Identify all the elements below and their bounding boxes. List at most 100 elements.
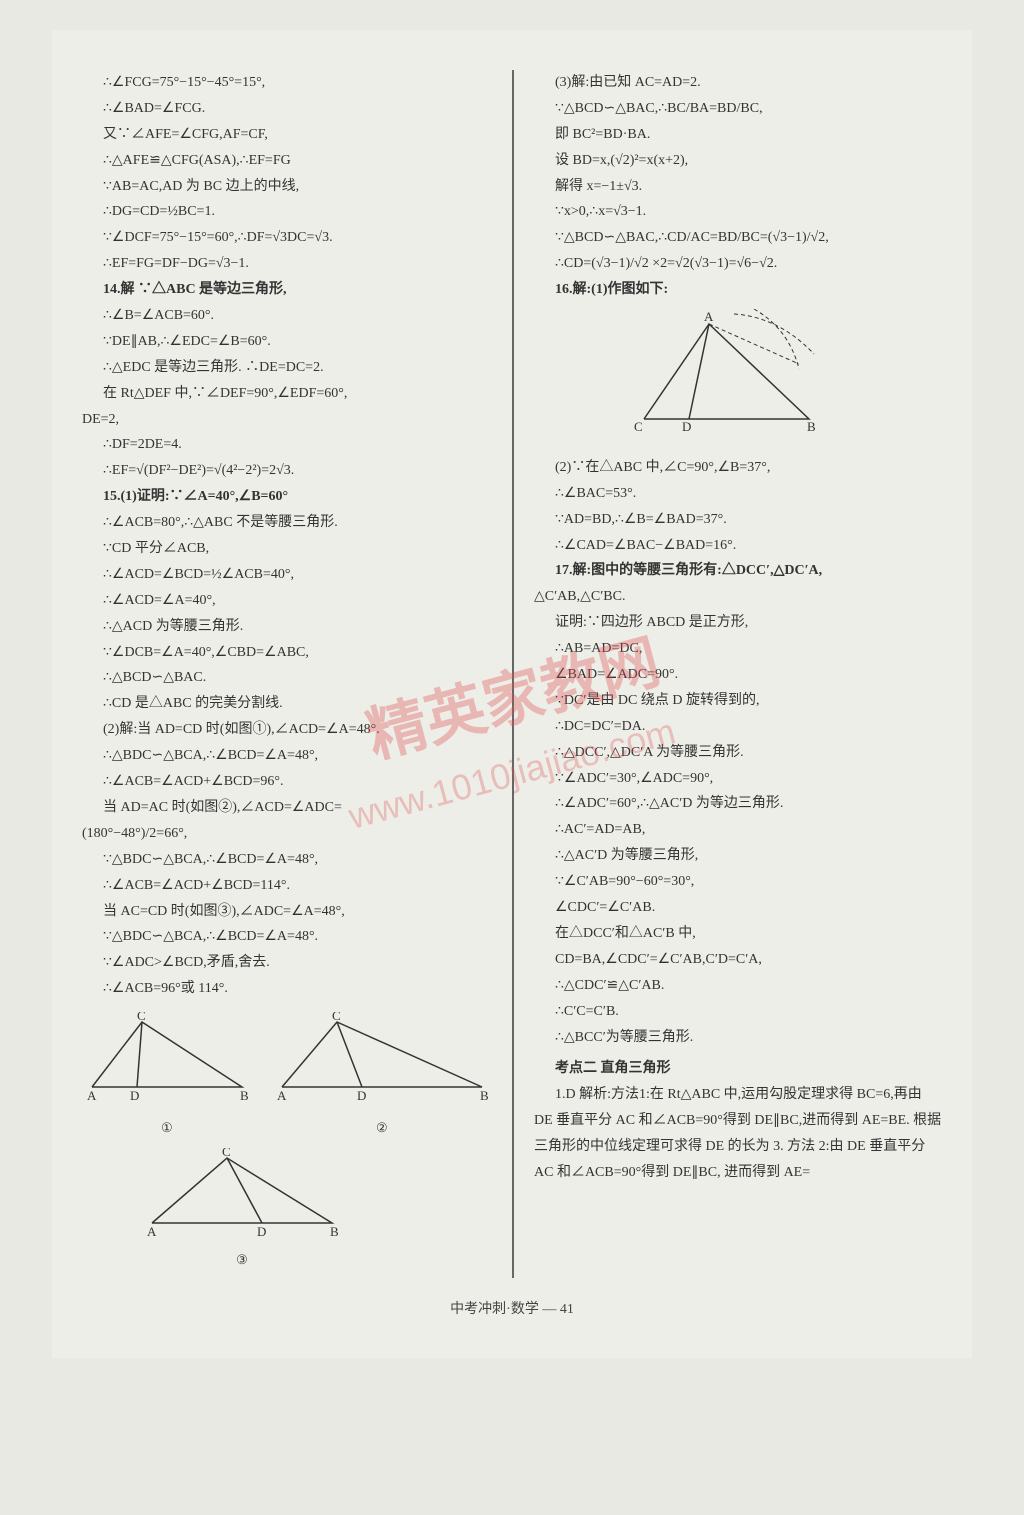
text-line: 在 Rt△DEF 中,∵∠DEF=90°,∠EDF=60°, [82,381,492,407]
text-line: ∵△BCD∽△BAC,∴BC/BA=BD/BC, [534,96,942,122]
text-line: ∴C′C=C′B. [534,999,942,1025]
page-footer: 中考冲刺·数学 — 41 [82,1298,942,1318]
text-line: ∵AB=AC,AD 为 BC 边上的中线, [82,174,492,200]
text-line: ∵△BDC∽△BCA,∴∠BCD=∠A=48°. [82,924,492,950]
text-line: 当 AD=AC 时(如图②),∠ACD=∠ADC= [82,795,492,821]
text-line: ∴∠ACB=80°,∴△ABC 不是等腰三角形. [82,510,492,536]
text-line: ∵AD=BD,∴∠B=∠BAD=37°. [534,507,942,533]
text-line: ∴△AC′D 为等腰三角形, [534,843,942,869]
left-column: ∴∠FCG=75°−15°−45°=15°, ∴∠BAD=∠FCG. 又∵∠AF… [82,70,492,1278]
vertex-label: C [634,419,643,434]
text-line: ∴∠FCG=75°−15°−45°=15°, [82,70,492,96]
text-line: ∴∠ACD=∠A=40°, [82,588,492,614]
text-line: ∴△CDC′≌△C′AB. [534,973,942,999]
two-column-layout: ∴∠FCG=75°−15°−45°=15°, ∴∠BAD=∠FCG. 又∵∠AF… [82,70,942,1278]
text-line: ∴DF=2DE=4. [82,432,492,458]
text-line: ∴∠B=∠ACB=60°. [82,303,492,329]
text-line: ∴△ACD 为等腰三角形. [82,614,492,640]
construction-figure: C D B A [614,309,942,449]
text-line: ∴AC′=AD=AB, [534,817,942,843]
triangle-diagram-icon: A D B C [82,1012,252,1102]
column-divider [512,70,514,1278]
text-line: ∴DG=CD=½BC=1. [82,199,492,225]
text-line: CD=BA,∠CDC′=∠C′AB,C′D=C′A, [534,947,942,973]
vertex-label: A [147,1224,157,1238]
text-line: ∵DE∥AB,∴∠EDC=∠B=60°. [82,329,492,355]
text-line: ∴△BCD∽△BAC. [82,665,492,691]
text-line: ∴∠ACB=∠ACD+∠BCD=96°. [82,769,492,795]
text-line: (2)∵在△ABC 中,∠C=90°,∠B=37°, [534,455,942,481]
vertex-label: C [332,1012,341,1023]
right-column: (3)解:由已知 AC=AD=2. ∵△BCD∽△BAC,∴BC/BA=BD/B… [534,70,942,1278]
figure-label: ② [272,1116,492,1140]
text-line: ∠BAD=∠ADC=90°. [534,662,942,688]
vertex-label: D [257,1224,266,1238]
text-line: ∴EF=√(DF²−DE²)=√(4²−2²)=2√3. [82,458,492,484]
page: 精英家教网 www.1010jiajiao.com ∴∠FCG=75°−15°−… [52,30,972,1358]
figure-label: ① [82,1116,252,1140]
text-line: 1.D 解析:方法1:在 Rt△ABC 中,运用勾股定理求得 BC=6,再由 D… [534,1082,942,1186]
text-line: 设 BD=x,(√2)²=x(x+2), [534,148,942,174]
text-line: DE=2, [82,407,492,433]
figure-2: A D B C [272,1012,492,1112]
text-line: ∴∠ACB=∠ACD+∠BCD=114°. [82,873,492,899]
text-line: 当 AC=CD 时(如图③),∠ADC=∠A=48°, [82,899,492,925]
vertex-label: B [240,1088,249,1102]
figure-1: A D B C [82,1012,252,1112]
text-line: ∵CD 平分∠ACB, [82,536,492,562]
figure-labels-row: ① ② [82,1116,492,1140]
text-line: ∴CD=(√3−1)/√2 ×2=√2(√3−1)=√6−√2. [534,251,942,277]
vertex-label: A [87,1088,97,1102]
text-line: 解得 x=−1±√3. [534,174,942,200]
text-line: ∴∠ACD=∠BCD=½∠ACB=40°, [82,562,492,588]
problem-heading: 14.解 ∵△ABC 是等边三角形, [82,277,492,303]
text-line: ∴DC=DC′=DA. [534,714,942,740]
triangle-diagram-icon: A D B C [272,1012,492,1102]
vertex-label: C [222,1148,231,1159]
text-line: ∴△DCC′,△DC′A 为等腰三角形. [534,740,942,766]
problem-heading: 17.解:图中的等腰三角形有:△DCC′,△DC′A, [534,558,942,584]
text-line: ∴∠BAC=53°. [534,481,942,507]
text-line: ∴∠ACB=96°或 114°. [82,976,492,1002]
text-line: ∵∠C′AB=90°−60°=30°, [534,869,942,895]
text-line: ∴△BDC∽△BCA,∴∠BCD=∠A=48°, [82,743,492,769]
text-line: ∴∠CAD=∠BAC−∠BAD=16°. [534,533,942,559]
text-line: ∴∠BAD=∠FCG. [82,96,492,122]
text-line: 又∵∠AFE=∠CFG,AF=CF, [82,122,492,148]
figure-label: ③ [142,1248,342,1272]
text-line: (2)解:当 AD=CD 时(如图①),∠ACD=∠A=48°. [82,717,492,743]
text-line: ∵∠DCB=∠A=40°,∠CBD=∠ABC, [82,640,492,666]
text-line: ∵∠ADC′=30°,∠ADC=90°, [534,766,942,792]
vertex-label: D [682,419,691,434]
text-line: ∵△BDC∽△BCA,∴∠BCD=∠A=48°, [82,847,492,873]
problem-heading: 15.(1)证明:∵∠A=40°,∠B=60° [82,484,492,510]
text-line: ∵DC′是由 DC 绕点 D 旋转得到的, [534,688,942,714]
text-line: △C′AB,△C′BC. [534,584,942,610]
text-line: ∠CDC′=∠C′AB. [534,895,942,921]
text-line: 证明:∵四边形 ABCD 是正方形, [534,610,942,636]
vertex-label: A [277,1088,287,1102]
text-line: (3)解:由已知 AC=AD=2. [534,70,942,96]
text-line: 在△DCC′和△AC′B 中, [534,921,942,947]
triangle-diagram-icon: A D B C [142,1148,342,1238]
text-line: 即 BC²=BD·BA. [534,122,942,148]
text-line: ∵△BCD∽△BAC,∴CD/AC=BD/BC=(√3−1)/√2, [534,225,942,251]
text-line: ∵∠DCF=75°−15°=60°,∴DF=√3DC=√3. [82,225,492,251]
figures-row-1: A D B C A D B C [82,1012,492,1112]
text-line: ∴△EDC 是等边三角形. ∴DE=DC=2. [82,355,492,381]
text-line: ∴CD 是△ABC 的完美分割线. [82,691,492,717]
topic-heading: 考点二 直角三角形 [534,1056,942,1082]
figure-3: A D B C ③ [142,1148,492,1272]
text-line: ∵x>0,∴x=√3−1. [534,199,942,225]
text-line: ∴△BCC′为等腰三角形. [534,1025,942,1051]
geometry-construction-icon: C D B A [614,309,834,439]
vertex-label: B [330,1224,339,1238]
vertex-label: A [704,309,714,324]
vertex-label: B [480,1088,489,1102]
text-line: ∵∠ADC>∠BCD,矛盾,舍去. [82,950,492,976]
vertex-label: D [130,1088,139,1102]
text-line: (180°−48°)/2=66°, [82,821,492,847]
vertex-label: D [357,1088,366,1102]
text-line: ∴AB=AD=DC, [534,636,942,662]
text-line: ∴∠ADC′=60°,∴△AC′D 为等边三角形. [534,791,942,817]
